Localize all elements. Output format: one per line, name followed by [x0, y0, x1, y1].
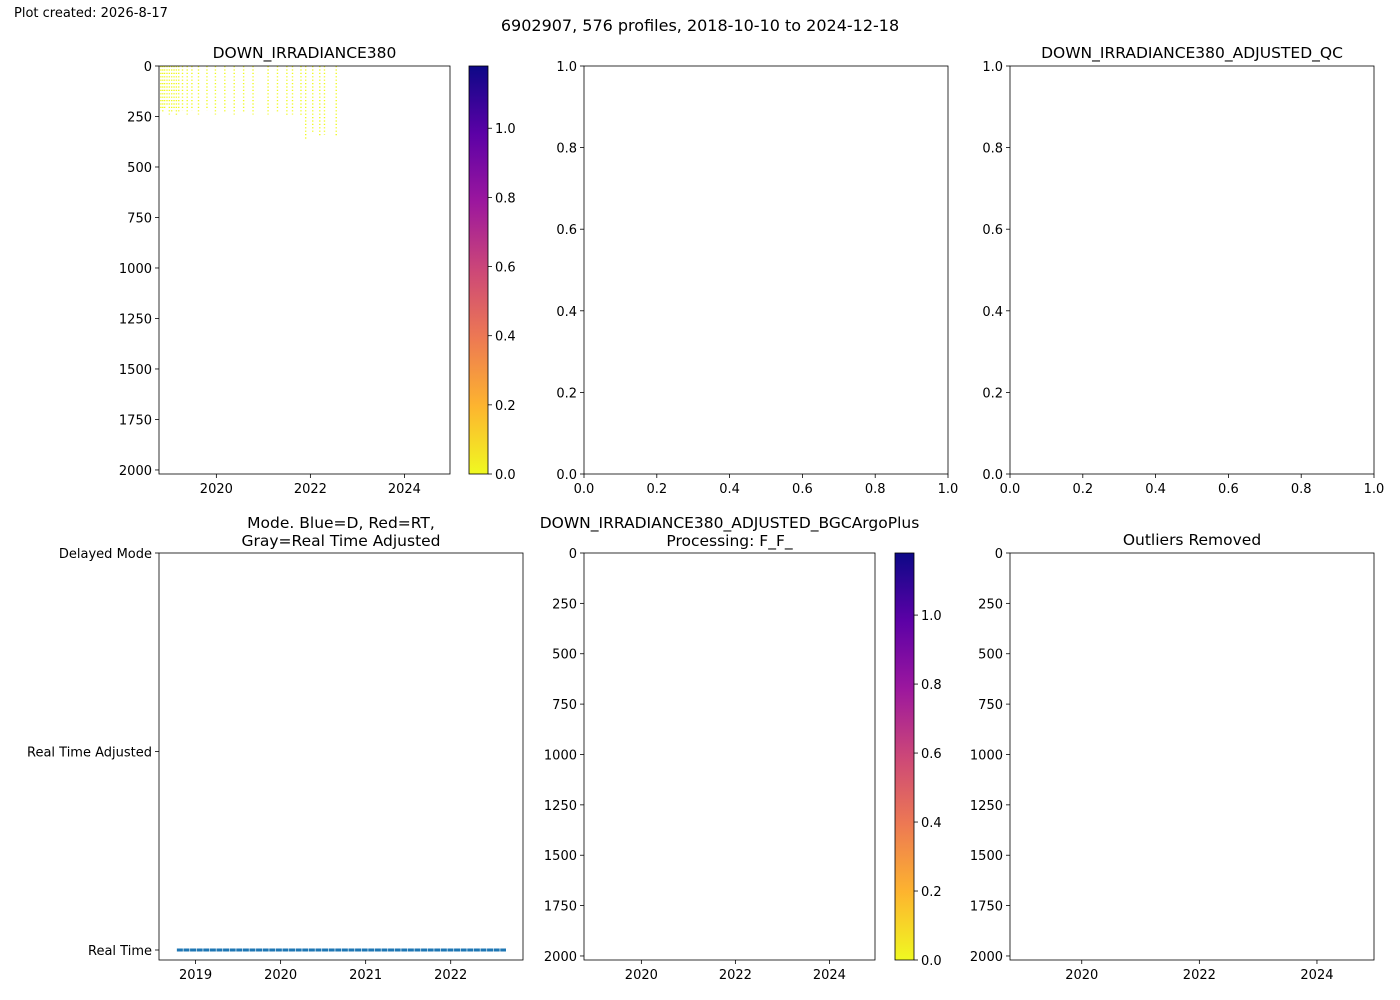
axes-title-line: Mode. Blue=D, Red=RT,	[247, 514, 435, 532]
x-tick-label: 0.0	[1000, 482, 1021, 497]
y-tick-label: 0.4	[556, 305, 577, 320]
y-tick-label: 2000	[544, 950, 577, 965]
y-tick-label: 1750	[970, 900, 1003, 915]
axes-title-line: Gray=Real Time Adjusted	[241, 532, 440, 550]
y-tick-label: 1750	[119, 413, 152, 428]
axes-title: Outliers Removed	[1123, 531, 1261, 549]
x-tick-label: 0.4	[1145, 482, 1166, 497]
y-tick-label: 0	[569, 547, 577, 562]
y-tick-label: 0.8	[982, 142, 1003, 157]
y-tick-label: 1250	[544, 799, 577, 814]
axes-title: DOWN_IRRADIANCE380	[213, 44, 397, 63]
y-tick-label: 500	[552, 648, 577, 663]
y-category-label: Real Time Adjusted	[27, 746, 152, 761]
x-tick-label: 1.0	[1364, 482, 1385, 497]
x-tick-label: 2020	[1065, 968, 1098, 983]
colorbar	[894, 552, 915, 961]
axes-title-line: DOWN_IRRADIANCE380_ADJUSTED_BGCArgoPlus	[540, 514, 920, 533]
x-tick-label: 2024	[1300, 968, 1333, 983]
colorbar-tick-label: 0.4	[921, 816, 942, 831]
x-tick-label: 2020	[264, 968, 297, 983]
x-tick-label: 0.8	[1291, 482, 1312, 497]
y-tick-label: 750	[978, 698, 1003, 713]
colorbar-tick-label: 0.4	[495, 330, 516, 345]
x-tick-label: 0.2	[1072, 482, 1093, 497]
y-tick-label: 750	[127, 211, 152, 226]
axes-title-line: Processing: F_F_	[666, 532, 792, 551]
y-tick-label: 750	[552, 698, 577, 713]
y-tick-label: 1000	[544, 748, 577, 763]
y-category-label: Real Time	[88, 944, 152, 959]
plot-created-label: Plot created: 2026-8-17	[14, 6, 168, 21]
x-tick-label: 1.0	[938, 482, 959, 497]
colorbar-tick-label: 1.0	[921, 609, 942, 624]
colorbar-tick-label: 0.8	[921, 678, 942, 693]
y-tick-label: 0.4	[982, 305, 1003, 320]
colorbar	[468, 65, 489, 475]
colorbar-tick-label: 0.6	[921, 747, 942, 762]
y-tick-label: 2000	[970, 950, 1003, 965]
y-tick-label: 250	[552, 597, 577, 612]
x-tick-label: 2020	[625, 968, 658, 983]
y-tick-label: 1500	[119, 363, 152, 378]
x-tick-label: 0.0	[574, 482, 595, 497]
y-tick-label: 1750	[544, 900, 577, 915]
axes-frame	[583, 65, 949, 475]
axes-frame	[1009, 552, 1375, 961]
colorbar-tick-label: 0.2	[495, 399, 516, 414]
y-category-label: Delayed Mode	[59, 547, 152, 562]
y-tick-label: 250	[127, 110, 152, 125]
y-tick-label: 1.0	[556, 60, 577, 75]
x-tick-label: 0.8	[865, 482, 886, 497]
axes-frame	[158, 65, 451, 475]
x-tick-label: 2022	[719, 968, 752, 983]
y-tick-label: 1250	[970, 799, 1003, 814]
x-tick-label: 2019	[179, 968, 212, 983]
figure-suptitle: 6902907, 576 profiles, 2018-10-10 to 202…	[500, 16, 900, 35]
y-tick-label: 2000	[119, 464, 152, 479]
y-tick-label: 0.2	[556, 386, 577, 401]
x-tick-label: 2021	[349, 968, 382, 983]
y-tick-label: 1000	[119, 262, 152, 277]
y-tick-label: 1500	[970, 849, 1003, 864]
x-tick-label: 2024	[388, 482, 421, 497]
axes-frame	[583, 552, 876, 961]
axes-frame	[1009, 65, 1375, 475]
y-tick-label: 0	[144, 60, 152, 75]
colorbar-tick-label: 0.0	[495, 468, 516, 483]
y-tick-label: 1500	[544, 849, 577, 864]
colorbar-tick-label: 0.8	[495, 191, 516, 206]
y-tick-label: 0	[995, 547, 1003, 562]
x-tick-label: 2022	[434, 968, 467, 983]
y-tick-label: 0.6	[982, 223, 1003, 238]
y-tick-label: 1250	[119, 312, 152, 327]
y-tick-label: 0.0	[982, 468, 1003, 483]
x-tick-label: 0.6	[792, 482, 813, 497]
y-tick-label: 0.2	[982, 386, 1003, 401]
y-tick-label: 0.6	[556, 223, 577, 238]
x-tick-label: 0.6	[1218, 482, 1239, 497]
axes-frame	[158, 552, 524, 961]
colorbar-tick-label: 0.2	[921, 885, 942, 900]
x-tick-label: 0.2	[646, 482, 667, 497]
y-tick-label: 0.0	[556, 468, 577, 483]
x-tick-label: 0.4	[719, 482, 740, 497]
x-tick-label: 2020	[200, 482, 233, 497]
y-tick-label: 500	[127, 161, 152, 176]
y-tick-label: 0.8	[556, 142, 577, 157]
x-tick-label: 2024	[813, 968, 846, 983]
colorbar-tick-label: 0.6	[495, 261, 516, 276]
y-tick-label: 500	[978, 648, 1003, 663]
y-tick-label: 1000	[970, 748, 1003, 763]
axes-title: DOWN_IRRADIANCE380_ADJUSTED_QC	[1041, 44, 1343, 63]
colorbar-tick-label: 1.0	[495, 122, 516, 137]
x-tick-label: 2022	[1183, 968, 1216, 983]
x-tick-label: 2022	[294, 482, 327, 497]
y-tick-label: 1.0	[982, 60, 1003, 75]
y-tick-label: 250	[978, 597, 1003, 612]
colorbar-tick-label: 0.0	[921, 954, 942, 969]
